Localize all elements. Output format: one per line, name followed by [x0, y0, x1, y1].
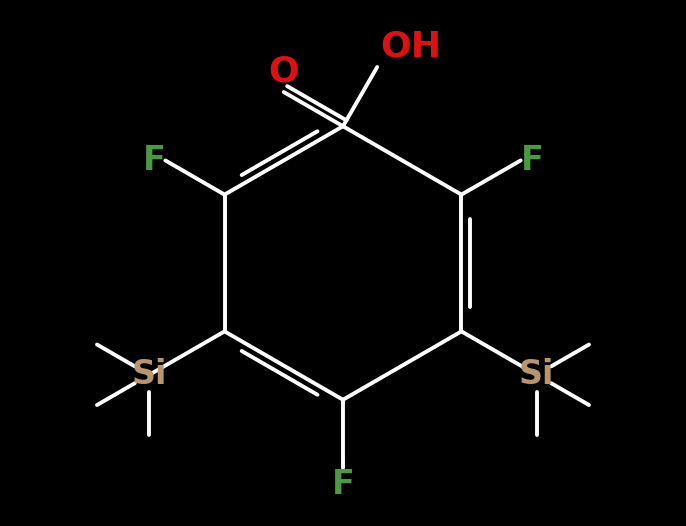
Text: F: F — [143, 144, 165, 177]
Text: Si: Si — [519, 358, 554, 391]
Text: Si: Si — [132, 358, 167, 391]
Text: F: F — [521, 144, 543, 177]
Text: F: F — [331, 468, 355, 501]
Text: O: O — [268, 54, 299, 88]
Text: OH: OH — [380, 29, 441, 63]
